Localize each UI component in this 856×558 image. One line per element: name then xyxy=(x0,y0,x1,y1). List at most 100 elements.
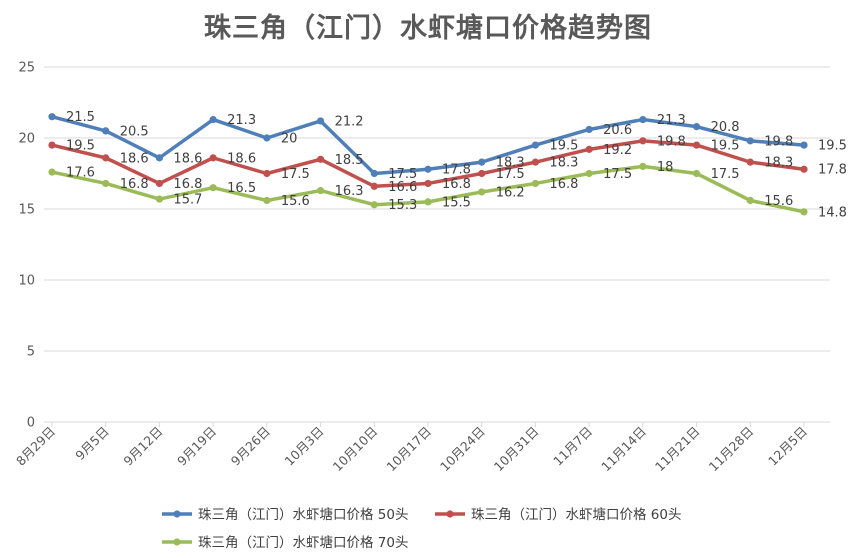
data-label: 19.5 xyxy=(711,139,740,154)
data-point xyxy=(800,208,808,216)
x-tick-label: 11月28日 xyxy=(706,424,757,475)
x-tick-label: 9月5日 xyxy=(72,424,112,464)
data-label: 16.3 xyxy=(335,184,364,199)
data-point xyxy=(478,169,486,178)
data-label: 16.8 xyxy=(549,177,578,192)
x-tick-label: 10月17日 xyxy=(383,424,434,475)
data-point xyxy=(531,141,540,149)
data-point xyxy=(531,179,540,188)
x-tick-label: 9月19日 xyxy=(174,424,219,469)
data-point xyxy=(263,134,271,142)
x-tick-label: 11月21日 xyxy=(652,424,703,475)
data-point xyxy=(585,169,593,178)
data-point xyxy=(209,115,217,124)
legend-label: 珠三角（江门）水虾塘口价格 70头 xyxy=(198,535,408,551)
data-point xyxy=(585,125,593,134)
data-point xyxy=(424,165,432,173)
series-line-2 xyxy=(50,139,806,189)
data-label: 21.3 xyxy=(227,113,256,128)
x-tick-label: 10月3日 xyxy=(282,424,327,469)
data-point xyxy=(370,182,378,190)
data-label: 17.5 xyxy=(496,167,525,182)
data-point xyxy=(316,117,325,125)
data-label: 17.8 xyxy=(442,163,471,178)
data-label: 16.6 xyxy=(388,180,417,195)
data-label: 18 xyxy=(657,160,674,175)
data-point xyxy=(370,169,378,178)
data-point xyxy=(155,179,164,188)
legend-marker xyxy=(173,510,181,518)
data-label: 19.8 xyxy=(657,134,686,149)
data-label: 21.3 xyxy=(657,113,686,128)
data-label: 17.5 xyxy=(281,167,310,182)
y-tick-label: 0 xyxy=(27,416,35,431)
data-point xyxy=(746,196,754,205)
data-point xyxy=(639,115,647,124)
data-label: 18.3 xyxy=(764,156,793,171)
data-label: 21.5 xyxy=(66,110,95,125)
data-point xyxy=(746,158,754,166)
data-labels: 21.5 20.5 18.6 21.3 20 21.2 17.5 17.8 18.3 19.5 20… xyxy=(66,110,847,220)
data-point xyxy=(48,113,56,121)
legend-marker xyxy=(446,510,454,518)
data-label: 15.5 xyxy=(442,195,471,210)
data-label: 19.5 xyxy=(549,139,578,154)
data-label: 19.2 xyxy=(603,143,632,158)
x-tick-label: 10月10日 xyxy=(330,424,381,475)
data-point xyxy=(316,155,325,163)
data-label: 17.5 xyxy=(711,167,740,182)
data-point xyxy=(478,188,486,196)
data-label: 17.5 xyxy=(603,167,632,182)
data-point xyxy=(102,154,110,162)
data-point xyxy=(155,195,164,203)
data-point xyxy=(424,198,432,206)
data-point xyxy=(800,141,808,149)
data-label: 18.3 xyxy=(496,156,525,171)
data-point xyxy=(424,179,432,188)
data-label: 19.5 xyxy=(818,139,847,154)
data-point xyxy=(478,158,486,166)
data-point xyxy=(639,162,647,170)
data-label: 18.6 xyxy=(120,151,149,166)
x-tick-label: 10月24日 xyxy=(437,424,488,475)
data-label: 18.5 xyxy=(335,153,364,168)
data-label: 19.8 xyxy=(764,134,793,149)
chart-title: 珠三角（江门）水虾塘口价格趋势图 xyxy=(204,13,652,44)
data-label: 14.8 xyxy=(818,205,847,220)
data-point xyxy=(155,154,164,162)
y-tick-label: 5 xyxy=(27,345,35,360)
data-label: 17.6 xyxy=(66,166,95,181)
data-label: 18.3 xyxy=(549,156,578,171)
x-tick-label: 11月7日 xyxy=(550,424,595,469)
gridlines xyxy=(44,66,830,423)
data-label: 15.7 xyxy=(173,193,202,208)
legend-marker xyxy=(173,538,181,546)
data-label: 20.8 xyxy=(711,120,740,135)
data-point xyxy=(692,169,701,178)
data-point xyxy=(746,137,754,145)
data-label: 18.6 xyxy=(227,151,256,166)
data-label: 16.8 xyxy=(442,177,471,192)
series-lines xyxy=(48,113,808,216)
data-label: 16.2 xyxy=(496,185,525,200)
data-point xyxy=(48,141,56,149)
data-point xyxy=(316,186,325,195)
data-point xyxy=(209,184,217,192)
data-point xyxy=(263,196,271,205)
data-label: 16.8 xyxy=(173,177,202,192)
legend-label: 珠三角（江门）水虾塘口价格 60头 xyxy=(471,507,681,523)
data-point xyxy=(585,145,593,153)
y-tick-label: 25 xyxy=(18,61,35,76)
data-point xyxy=(102,127,110,135)
data-label: 16.8 xyxy=(120,177,149,192)
data-label: 19.5 xyxy=(66,139,95,154)
x-tick-label: 9月12日 xyxy=(120,424,165,469)
data-label: 18.6 xyxy=(173,151,202,166)
data-label: 17.8 xyxy=(818,163,847,178)
data-label: 16.5 xyxy=(227,181,256,196)
y-tick-label: 10 xyxy=(18,274,35,289)
y-tick-label: 15 xyxy=(18,203,35,218)
data-label: 15.6 xyxy=(764,194,793,209)
